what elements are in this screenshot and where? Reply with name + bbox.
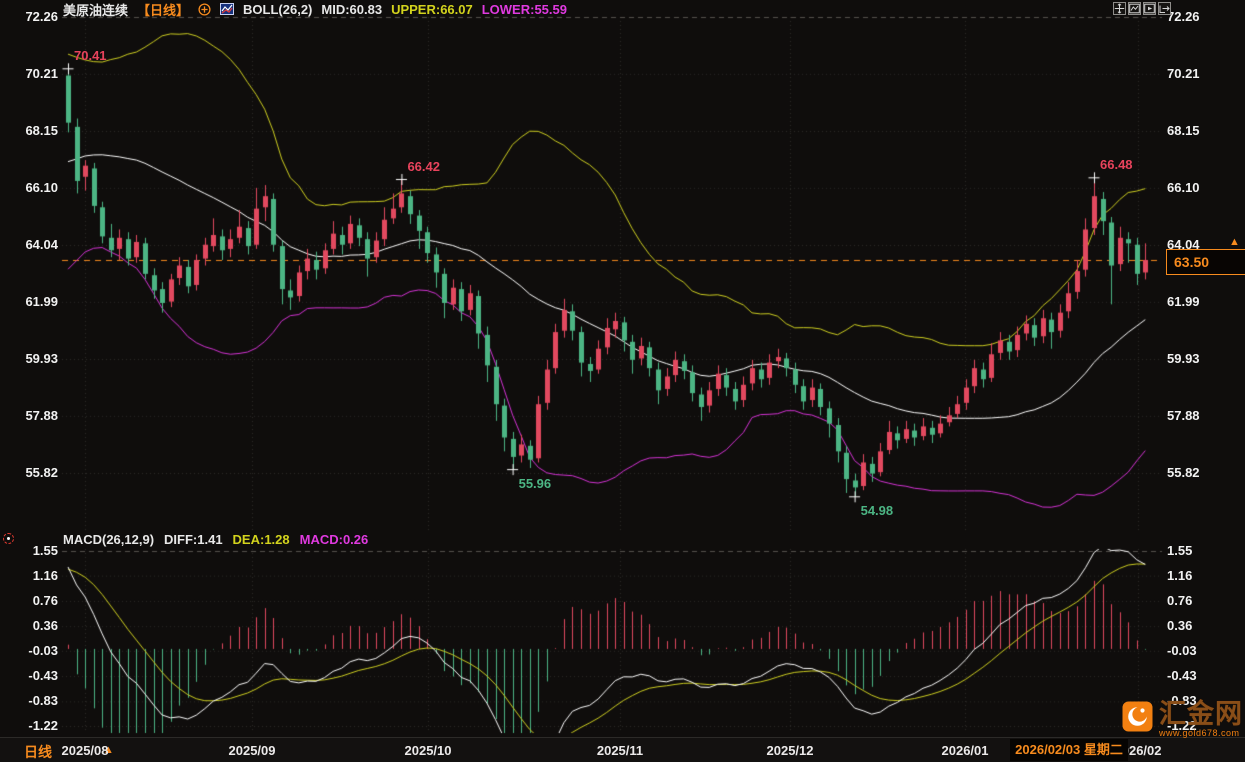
macd-y-axis-label-right: -0.83 xyxy=(1167,693,1197,709)
move-icon xyxy=(1114,3,1125,14)
main-y-axis-label-left: 61.99 xyxy=(25,293,58,309)
macd-y-axis-label-left: -0.43 xyxy=(28,668,58,684)
main-y-axis-label-right: 57.88 xyxy=(1167,407,1200,423)
macd-y-axis-label-right: 1.55 xyxy=(1167,543,1193,558)
x-axis-month-label: 2025/12 xyxy=(766,743,814,758)
x-axis-month-label: 2025/08 xyxy=(61,743,109,758)
price-annotation: 70.41 xyxy=(74,48,107,64)
boll-mid-value: MID:60.83 xyxy=(321,1,383,17)
line-panel-button[interactable] xyxy=(1128,2,1141,15)
x-axis-month-label: 2026/01 xyxy=(941,743,989,758)
macd-y-axis-label-right: 1.16 xyxy=(1167,567,1193,583)
x-axis-month-label: 2025/10 xyxy=(404,743,452,758)
trend-play-icon xyxy=(1144,3,1155,14)
macd-diff-value: DIFF:1.41 xyxy=(164,532,223,547)
price-badge: 63.50 xyxy=(1166,249,1245,275)
main-y-axis-label-left: 72.26 xyxy=(25,9,58,24)
main-y-axis-label-left: 68.15 xyxy=(25,123,58,138)
period-tab-label: 日线 xyxy=(24,744,52,760)
macd-y-axis-label-left: -0.03 xyxy=(28,642,58,658)
huijin-logo: 汇金网 www.gold678.com xyxy=(1122,701,1243,738)
main-y-axis-label-left: 57.88 xyxy=(25,407,58,423)
price-annotation: 55.96 xyxy=(518,476,552,492)
macd-y-axis-label-left: 0.76 xyxy=(32,592,58,608)
pan-move-button[interactable] xyxy=(1113,2,1126,15)
main-y-axis-label-left: 70.21 xyxy=(25,65,58,81)
macd-macd-value: MACD:0.26 xyxy=(299,532,369,547)
main-y-axis-label-right: 72.26 xyxy=(1167,9,1200,24)
current-price-value: 63.50 xyxy=(1174,254,1210,270)
macd-header: MACD(26,12,9) DIFF:1.41 DEA:1.28 MACD:0.… xyxy=(63,532,368,547)
macd-y-axis-label-left: 1.55 xyxy=(32,543,58,558)
period-tag[interactable]: 【日线】 xyxy=(137,2,190,18)
boll-indicator-label: BOLL(26,2) xyxy=(243,1,313,17)
macd-y-axis-label-right: -1.22 xyxy=(1167,718,1197,733)
bottom-bar: 日线 ▲ 2025/08 2025/09 2025/10 2025/11 2025/12… xyxy=(0,737,1245,762)
up-triangle-icon[interactable]: ▲ xyxy=(103,744,114,756)
main-y-axis-label-right: 64.04 xyxy=(1167,237,1200,252)
main-y-axis-label-left: 64.04 xyxy=(25,237,58,252)
huijin-logo-icon xyxy=(1122,701,1153,732)
chart-header: 美原油连续 【日线】 BOLL(26,2) MID:60.83 UPPER:66… xyxy=(63,1,567,18)
export-button[interactable] xyxy=(1158,2,1171,15)
main-y-axis-label-right: 61.99 xyxy=(1167,293,1200,309)
indicator-panel-button[interactable] xyxy=(1143,2,1156,15)
boll-upper-value: UPPER:66.07 xyxy=(391,1,473,17)
macd-target-icon xyxy=(3,533,14,544)
macd-dea-value: DEA:1.28 xyxy=(232,532,290,547)
price-annotation: 54.98 xyxy=(860,503,894,519)
current-date-box: 2026/02/03 星期二 xyxy=(1010,739,1128,761)
boll-lower-value: LOWER:55.59 xyxy=(481,1,567,17)
main-y-axis-label-right: 55.82 xyxy=(1167,465,1200,480)
x-axis-month-label: 2025/09 xyxy=(228,743,276,758)
symbol-name: 美原油连续 xyxy=(63,2,129,18)
chart-toolbar xyxy=(1113,2,1171,15)
add-indicator-icon[interactable] xyxy=(198,2,211,16)
price-up-arrow-icon: ▲ xyxy=(1229,236,1240,248)
main-y-axis-label-right: 70.21 xyxy=(1167,65,1200,81)
logo-name: 汇金网 xyxy=(1159,699,1243,729)
mini-chart-icon xyxy=(220,3,235,15)
main-y-axis-label-right: 66.10 xyxy=(1167,179,1200,195)
macd-y-axis-label-left: -0.83 xyxy=(28,693,58,709)
macd-y-axis-label-right: 0.36 xyxy=(1167,618,1193,634)
period-tab-daily[interactable]: 日线 xyxy=(0,740,64,762)
main-y-axis-label-left: 66.10 xyxy=(25,179,58,195)
macd-y-axis-label-left: 0.36 xyxy=(32,618,58,634)
main-y-axis-label-right: 68.15 xyxy=(1167,123,1200,138)
macd-y-axis-label-right: -0.03 xyxy=(1167,642,1197,658)
macd-y-axis-label-left: 1.16 xyxy=(32,567,58,583)
line-chart-icon xyxy=(1129,3,1140,14)
macd-y-axis-label-right: -0.43 xyxy=(1167,668,1197,684)
macd-y-axis-label-right: 0.76 xyxy=(1167,592,1193,608)
x-axis-month-label: 2025/11 xyxy=(596,743,644,758)
main-y-axis-label-left: 59.93 xyxy=(25,351,58,366)
main-y-axis-label-right: 59.93 xyxy=(1167,351,1200,366)
price-annotation: 66.48 xyxy=(1100,157,1133,173)
current-date-label: 2026/02/03 星期二 xyxy=(1015,742,1123,757)
logo-url: www.gold678.com xyxy=(1159,728,1240,738)
export-arrow-icon xyxy=(1159,5,1170,13)
main-y-axis-label-left: 55.82 xyxy=(25,465,58,480)
macd-indicator-label: MACD(26,12,9) xyxy=(63,532,155,547)
macd-y-axis-label-left: -1.22 xyxy=(28,718,58,733)
price-annotation: 66.42 xyxy=(407,158,440,174)
